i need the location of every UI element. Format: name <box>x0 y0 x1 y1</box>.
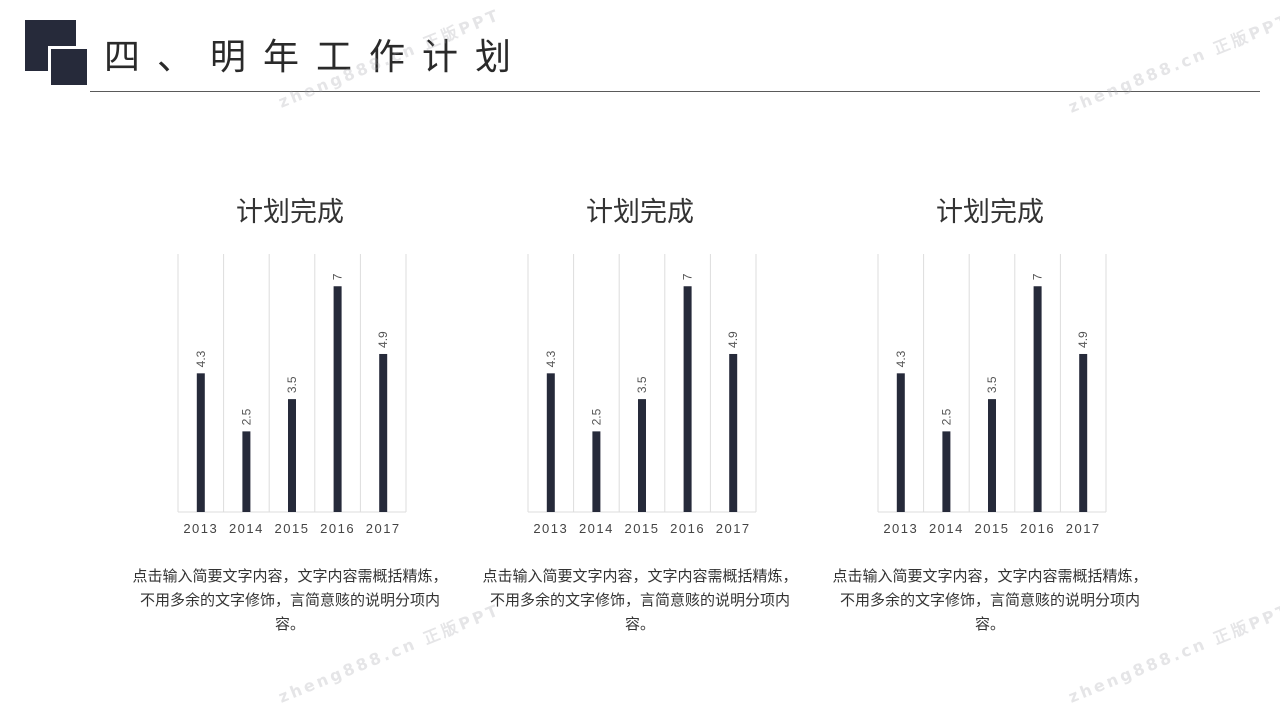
bar <box>1033 286 1042 512</box>
chart-panel-3: 计划完成 4.3 2013 2.5 2014 3.5 2015 7 2016 4.9 2017 点… <box>830 180 1160 650</box>
data-label: 2.5 <box>239 408 253 425</box>
tick-label: 2015 <box>275 521 310 536</box>
data-label: 4.9 <box>376 331 390 348</box>
data-label: 4.3 <box>894 350 908 367</box>
bar-chart-2: 4.3 2013 2.5 2014 3.5 2015 7 2016 4.9 2017 <box>527 254 757 536</box>
data-label: 7 <box>681 273 695 280</box>
bar <box>592 431 601 512</box>
chart-title: 计划完成 <box>586 197 694 228</box>
bar <box>196 373 205 512</box>
tick-label: 2015 <box>975 521 1010 536</box>
tick-label: 2014 <box>579 521 614 536</box>
chart-caption: 点击输入简要文字内容，文字内容需概括精炼，不用多余的文字修饰，言简意赅的说明分项… <box>832 567 1148 633</box>
tick-label: 2013 <box>883 521 918 536</box>
bar <box>242 431 251 512</box>
data-label: 2.5 <box>939 408 953 425</box>
data-label: 3.5 <box>285 376 299 393</box>
bar <box>638 399 646 512</box>
chart-panel-2: 计划完成 4.3 2013 2.5 2014 3.5 2015 7 2016 4.9 2017 点… <box>480 180 810 650</box>
chart-caption: 点击输入简要文字内容，文字内容需概括精炼，不用多余的文字修饰，言简意赅的说明分项… <box>132 567 448 633</box>
tick-label: 2017 <box>716 521 751 536</box>
bar <box>333 286 342 512</box>
data-label: 3.5 <box>635 376 649 393</box>
bar <box>683 286 692 512</box>
chart-title: 计划完成 <box>936 197 1044 228</box>
data-label: 7 <box>331 273 345 280</box>
tick-label: 2016 <box>320 521 355 536</box>
bar <box>379 353 388 512</box>
bar-chart-3: 4.3 2013 2.5 2014 3.5 2015 7 2016 4.9 2017 <box>877 254 1107 536</box>
data-label: 4.9 <box>1076 331 1090 348</box>
data-label: 7 <box>1031 273 1045 280</box>
tick-label: 2016 <box>1020 521 1055 536</box>
tick-label: 2014 <box>229 521 264 536</box>
data-label: 4.3 <box>544 350 558 367</box>
page-title: 四、明年工作计划 <box>104 37 529 78</box>
chart-title: 计划完成 <box>236 197 344 228</box>
tick-label: 2017 <box>366 521 401 536</box>
bar <box>988 399 996 512</box>
bar <box>942 431 951 512</box>
data-label: 2.5 <box>589 408 603 425</box>
tick-label: 2013 <box>183 521 218 536</box>
watermark: zheng888.cn 正版PPT <box>1065 10 1280 117</box>
chart-caption: 点击输入简要文字内容，文字内容需概括精炼，不用多余的文字修饰，言简意赅的说明分项… <box>482 567 798 633</box>
tick-label: 2016 <box>670 521 705 536</box>
bar-chart-1: 4.3 2013 2.5 2014 3.5 2015 7 2016 4.9 2017 <box>177 254 407 536</box>
data-label: 3.5 <box>985 376 999 393</box>
chart-panel-1: 计划完成 4.3 2013 2.5 2014 3.5 2015 7 2016 4.9 2017 点… <box>130 180 460 650</box>
tick-label: 2015 <box>625 521 660 536</box>
bar <box>896 373 905 512</box>
tick-label: 2014 <box>929 521 964 536</box>
tick-label: 2013 <box>533 521 568 536</box>
logo-square-front <box>48 46 87 85</box>
data-label: 4.3 <box>194 350 208 367</box>
bar <box>1079 353 1088 512</box>
title-divider <box>90 91 1260 92</box>
tick-label: 2017 <box>1066 521 1101 536</box>
bar <box>288 399 296 512</box>
data-label: 4.9 <box>726 331 740 348</box>
bar <box>729 353 738 512</box>
bar <box>546 373 555 512</box>
